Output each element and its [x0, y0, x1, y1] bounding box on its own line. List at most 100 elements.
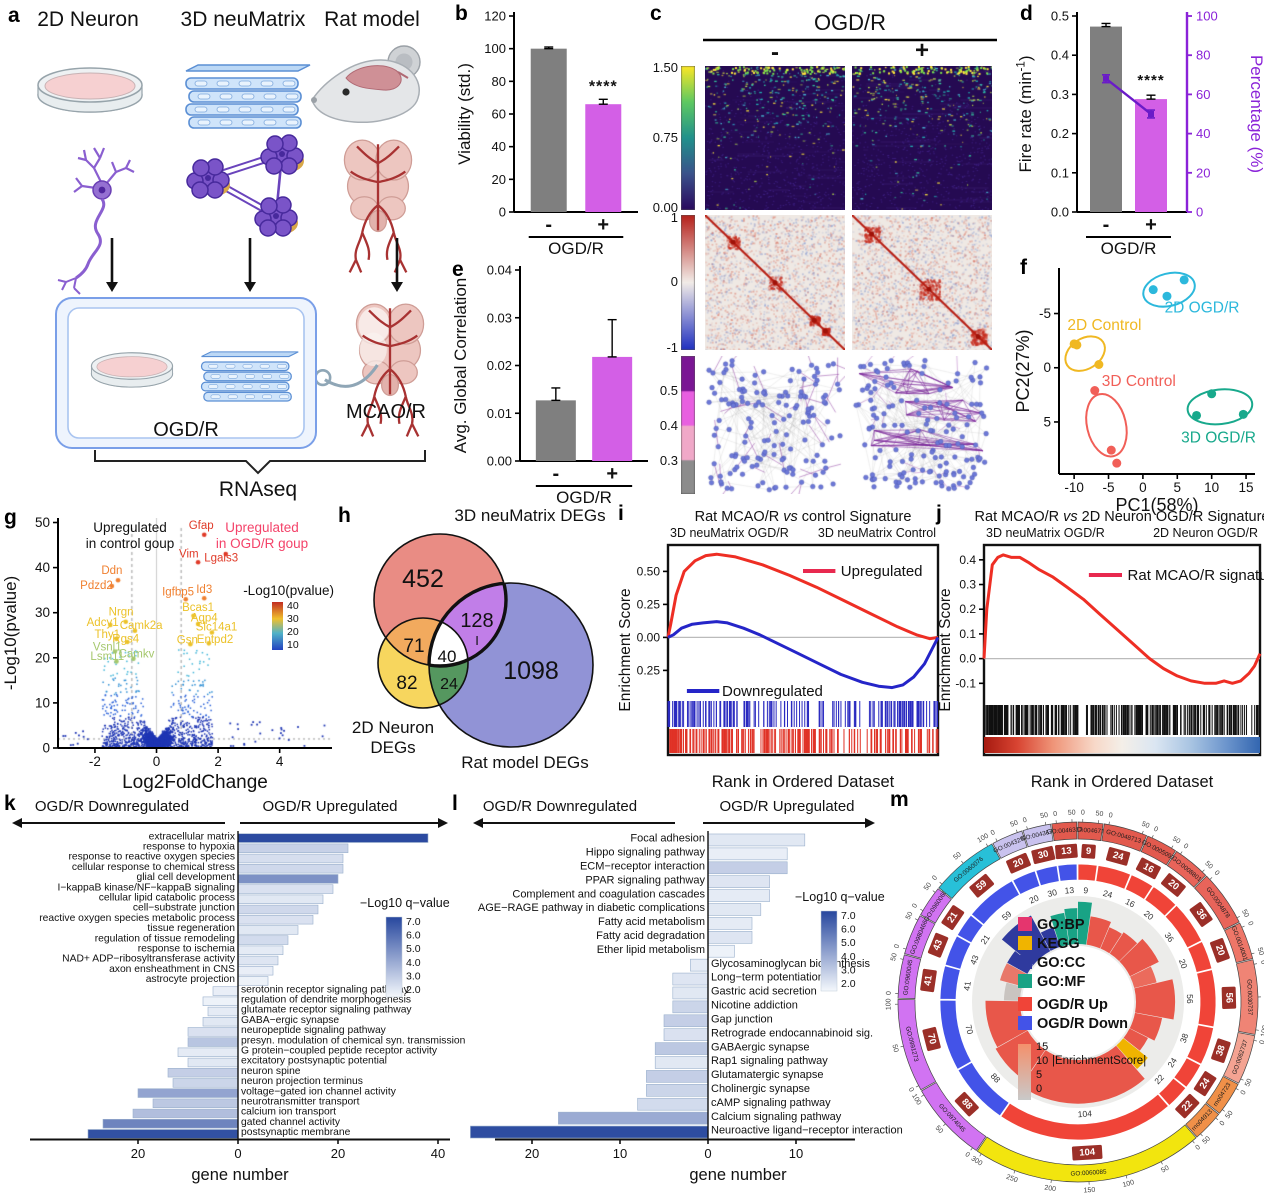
chart-text: 20 [331, 1146, 345, 1161]
go-bar-down [167, 1068, 239, 1078]
chart-shape [279, 394, 290, 399]
chart-shape [1207, 389, 1217, 399]
chart-text: - [545, 214, 552, 236]
go-bar-up [237, 874, 339, 884]
chart-text: 5.0 [841, 937, 856, 949]
chart-shape [225, 384, 236, 389]
chart-text: 56 [1223, 992, 1234, 1003]
chart-text: -5 [1039, 306, 1051, 321]
chart-text: DEGs [370, 738, 415, 757]
chart-text: −Log10 q−value [795, 890, 885, 904]
bar-chart-svg: 0 20 40 60 80 100 120 Viability (std.) **** - + OGD… [455, 9, 638, 258]
chart-text: 0 [234, 1146, 241, 1161]
chart-text: + [1145, 214, 1157, 236]
scaffold-stack-icon [200, 351, 299, 402]
go-bar-down [558, 1111, 709, 1125]
chart-shape [1072, 340, 1082, 350]
chart-text: 20 [492, 172, 506, 187]
go-bar-down [663, 1028, 709, 1041]
chart-text: 70 [925, 1033, 938, 1046]
chart-text: 50 [1171, 835, 1181, 845]
chart-shape [1160, 1161, 1163, 1165]
chart-shape [361, 204, 395, 233]
chart-text: 30 [1037, 848, 1050, 861]
go-bar-down [177, 1047, 239, 1057]
direction-arc [944, 935, 972, 970]
chart-text: Long−term potentiation [711, 972, 824, 984]
chart-text: **** [1137, 72, 1164, 89]
chart-shape [348, 259, 408, 273]
chart-text: 38 [1214, 1044, 1228, 1058]
network-graph-ogdr [852, 356, 992, 494]
chart-shape [238, 80, 252, 87]
chart-shape [985, 843, 989, 847]
outer-ring-segment [921, 1082, 987, 1151]
chart-shape [285, 93, 299, 100]
direction-arc [1035, 865, 1060, 887]
chart-text: 10 [613, 1146, 627, 1161]
chart-text: -Log10(pvalue) [243, 583, 334, 598]
chart-text: 80 [492, 74, 506, 89]
panel-j-gsea-plot: Rat MCAO/R vs 2D Neuron OGD/R Signature 3… [937, 505, 1264, 797]
chart-shape [260, 197, 278, 215]
go-bar-up [707, 903, 762, 916]
chart-text: 50 [1009, 819, 1019, 828]
chart-shape [1202, 869, 1205, 873]
panel-b-viability-chart: 0 20 40 60 80 100 120 Viability (std.) **** - + OGD… [448, 0, 644, 258]
count-badge: 20 [1209, 938, 1230, 963]
chart-text: cell−substrate junction [133, 903, 235, 914]
chart-text: 20 [1011, 856, 1025, 870]
go-bar-up [707, 917, 753, 930]
chart-shape [939, 881, 943, 885]
chart-text: Viability (std.) [455, 63, 474, 165]
chart-shape [666, 543, 940, 757]
chart-text: 60 [1196, 87, 1210, 102]
chart-text: 9 [1085, 846, 1091, 857]
chart-shape [1141, 830, 1144, 834]
chart-text: 13 [1061, 846, 1072, 858]
panel-e-label: e [452, 258, 464, 281]
chart-text: cellular lipid catabolic process [99, 893, 235, 904]
chart-text: response to reactive oxygen species [68, 852, 235, 863]
chart-shape [1081, 844, 1096, 859]
chart-text: 40 [492, 139, 506, 154]
chart-text: - [553, 463, 560, 485]
chart-shape [197, 93, 211, 100]
chart-shape [192, 159, 210, 177]
chart-text: 0 [911, 903, 919, 910]
chart-shape [194, 106, 208, 113]
chart-shape [273, 213, 279, 219]
chart-text: 0.25 [637, 597, 661, 611]
direction-arc [1077, 863, 1098, 882]
enrichment-wedge [1109, 932, 1138, 962]
chart-text: cellular response to chemical stress [72, 862, 235, 873]
chart-text: + [606, 463, 618, 485]
chart-shape [397, 396, 414, 425]
chart-text: Rat model DEGs [461, 753, 589, 772]
chart-text: PPAR signaling pathway [585, 874, 705, 886]
outer-ring-segment [897, 999, 937, 1091]
chart-text: 0 [1182, 843, 1189, 851]
chart-text: 0.25 [637, 663, 661, 677]
chart-shape [865, 818, 875, 828]
petri-dish-icon [37, 67, 143, 113]
go-bar-down [152, 1098, 239, 1108]
enrichment-wedge [1086, 916, 1111, 949]
chart-shape [954, 1091, 979, 1117]
chart-text: response to ischemia [138, 944, 236, 955]
cluster-ellipse [1186, 388, 1254, 426]
chart-text: Rank in Ordered Dataset [1031, 773, 1214, 791]
chart-text: Vim [179, 549, 199, 561]
go-bar-down [187, 1057, 239, 1068]
chart-text: Fire rate (min-1) [1016, 55, 1035, 172]
panel-g-label: g [4, 506, 17, 529]
chart-text: presyn. modulation of chemical syn. tran… [241, 1035, 466, 1046]
chart-text: GABA−ergic synapse [241, 1015, 339, 1026]
count-badge: 43 [927, 932, 949, 958]
chart-text: 100 [1196, 9, 1218, 24]
direction-arc [1196, 969, 1217, 1028]
outer-ring-segment [897, 954, 922, 999]
chart-text: 0.04 [487, 263, 512, 278]
chart-text: Thy1 [94, 629, 120, 641]
chart-shape [1171, 845, 1174, 849]
